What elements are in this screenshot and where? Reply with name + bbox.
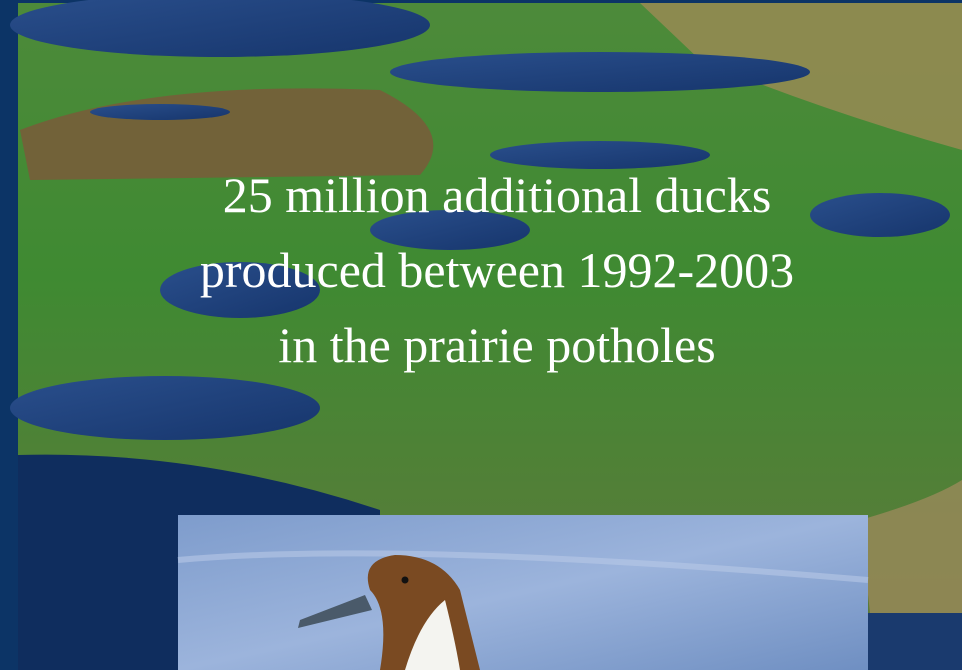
- duck-photo: [177, 515, 869, 670]
- caption-line: 25 million additional ducks: [223, 167, 772, 223]
- caption-line: produced between 1992-2003: [200, 242, 794, 298]
- caption: 25 million additional ducks produced bet…: [200, 167, 794, 373]
- caption-line: in the prairie potholes: [278, 317, 715, 373]
- aerial-photo: [10, 0, 962, 670]
